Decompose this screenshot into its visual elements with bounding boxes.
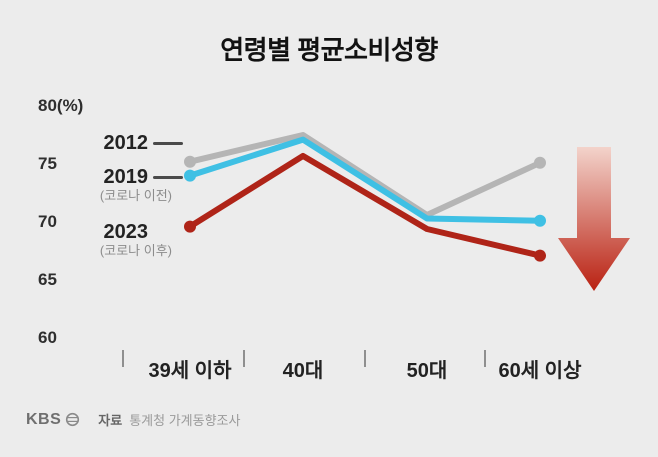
source-text: 자료 통계청 가계동향조사 <box>98 410 240 429</box>
line-2019 <box>187 136 543 224</box>
source-label: 자료 <box>98 413 123 428</box>
x-axis-tick <box>243 350 245 367</box>
y-axis-label: 80(%) <box>38 96 84 115</box>
footer: KBS 자료 통계청 가계동향조사 <box>26 410 240 429</box>
point-2019-first <box>184 169 196 182</box>
series-label-2012: 2012 <box>103 132 149 154</box>
x-axis-tick <box>364 350 366 367</box>
line-2023 <box>187 152 543 259</box>
point-2019-last <box>534 214 546 227</box>
series-sublabel-2023: (코로나 이후) <box>99 243 172 258</box>
point-2012-first <box>184 155 196 168</box>
x-axis-label: 40대 <box>282 360 324 382</box>
y-axis-label: 60 <box>38 328 57 347</box>
y-axis-label: 70 <box>38 212 57 231</box>
series-leader-line <box>153 175 183 179</box>
series-lines <box>184 132 546 262</box>
series-sublabel-2019: (코로나 이전) <box>99 188 172 203</box>
series-leader-line <box>153 141 183 145</box>
kbs-logo: KBS <box>26 410 62 428</box>
x-axis-tick <box>484 350 486 367</box>
point-2023-last <box>534 249 546 262</box>
x-axis-label: 50대 <box>406 360 448 382</box>
series-label-2023: 2023 <box>103 221 149 243</box>
point-2023-first <box>184 220 196 233</box>
point-2012-last <box>534 156 546 169</box>
y-axis-label: 65 <box>38 270 57 289</box>
x-axis-label: 60세 이상 <box>498 360 582 382</box>
x-axis-label: 39세 이하 <box>148 360 232 382</box>
down-arrow-icon <box>558 147 630 291</box>
line-2012 <box>187 132 543 218</box>
x-axis-tick <box>122 350 124 367</box>
source-value: 통계청 가계동향조사 <box>129 413 241 428</box>
series-label-2019: 2019 <box>103 166 149 188</box>
chart-title: 연령별 평균소비성향 <box>220 35 438 65</box>
y-axis-label: 75 <box>38 154 57 173</box>
globe-icon <box>66 412 80 427</box>
